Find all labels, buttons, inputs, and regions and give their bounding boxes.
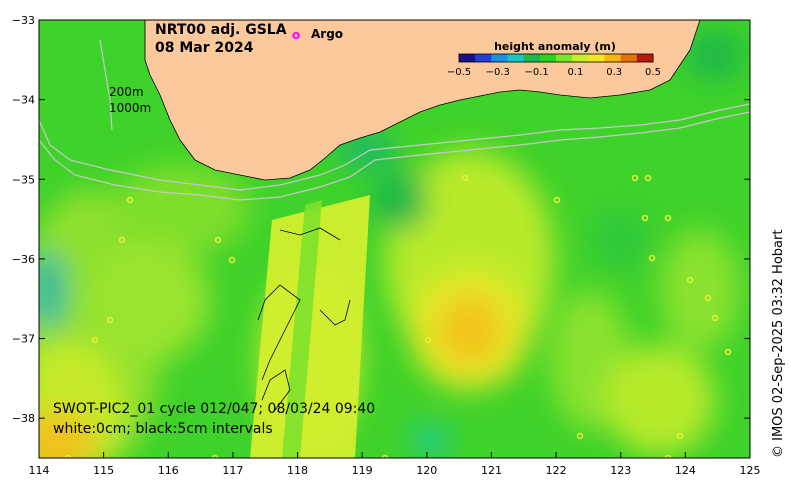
colorbar [458, 53, 654, 63]
lon-tick-label: 120 [416, 464, 437, 477]
swot-swath [250, 195, 370, 458]
colorbar-cell [539, 54, 557, 62]
swot-contour-label: white:0cm; black:5cm intervals [53, 421, 273, 437]
colorbar-cell [636, 54, 654, 62]
lat-tick-label: −36 [12, 253, 35, 266]
colorbar-frame [458, 53, 654, 63]
lon-tick-label: 119 [352, 464, 373, 477]
lat-tick-label: −38 [12, 412, 35, 425]
map-date: 08 Mar 2024 [155, 40, 254, 56]
colorbar-cell [491, 54, 508, 62]
colorbar-cell [620, 54, 638, 62]
colorbar-tick-label: 0.5 [645, 67, 661, 78]
argo-legend-label: Argo [311, 27, 343, 41]
argo-markers [64, 174, 732, 458]
colorbar-cell [459, 54, 476, 62]
isobath-label-1000m: 1000m [109, 101, 151, 115]
colorbar-cell [556, 54, 573, 62]
imos-credit: © IMOS 02-Sep-2025 03:32 Hobart [771, 230, 786, 458]
colorbar-tick-label: 0.3 [606, 67, 622, 78]
colorbar-cell [604, 54, 622, 62]
lat-tick-label: −34 [12, 94, 35, 107]
swot-pass-label: SWOT-PIC2_01 cycle 012/047; 08/03/24 09:… [53, 401, 375, 417]
argo-legend-symbol: o [292, 28, 300, 42]
longitude-axis: 114 115 116 117 118 119 120 121 122 123 124 125 [29, 452, 761, 477]
lon-tick-label: 114 [29, 464, 50, 477]
lat-tick-label: −33 [12, 14, 35, 27]
isobath-lines [39, 39, 750, 201]
colorbar-tick-label: −0.3 [486, 67, 510, 78]
lon-tick-label: 121 [481, 464, 502, 477]
colorbar-cell [507, 54, 525, 62]
lon-tick-label: 115 [93, 464, 114, 477]
colorbar-tick-label: −0.1 [524, 67, 548, 78]
lon-tick-label: 118 [287, 464, 308, 477]
isobath-label-200m: 200m [109, 85, 144, 99]
colorbar-cell [475, 54, 492, 62]
colorbar-ticks: −0.5 −0.3 −0.1 0.1 0.3 0.5 [447, 67, 661, 78]
latitude-axis: −33 −34 −35 −36 −37 −38 [12, 14, 750, 425]
colorbar-cell [588, 54, 605, 62]
colorbar-tick-label: −0.5 [447, 67, 471, 78]
colorbar-cell [572, 54, 589, 62]
lon-tick-label: 116 [158, 464, 179, 477]
product-title: NRT00 adj. GSLA [155, 22, 287, 38]
lon-tick-label: 117 [222, 464, 243, 477]
lon-tick-label: 123 [610, 464, 631, 477]
colorbar-title: height anomaly (m) [494, 40, 616, 53]
colorbar-cell [523, 54, 541, 62]
colorbar-tick-label: 0.1 [567, 67, 583, 78]
lon-tick-label: 124 [675, 464, 696, 477]
lon-tick-label: 122 [546, 464, 567, 477]
lat-tick-label: −35 [12, 173, 35, 186]
lat-tick-label: −37 [12, 333, 35, 346]
map-plot-area [39, 20, 750, 458]
lon-tick-label: 125 [740, 464, 761, 477]
plot-frame [38, 19, 751, 459]
